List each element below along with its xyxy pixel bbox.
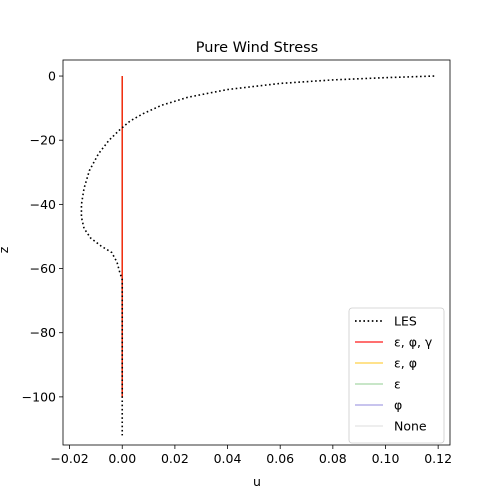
legend-label-5: None <box>394 419 427 434</box>
y-axis-label: z <box>0 246 11 253</box>
axes-frame <box>62 59 451 446</box>
legend-label-4: φ <box>394 398 402 413</box>
legend-label-0: LES <box>394 314 417 329</box>
y-tick-label-1: −20 <box>30 133 56 148</box>
x-axis-label: u <box>253 474 261 489</box>
y-tick-label-4: −80 <box>30 325 56 340</box>
y-tick-label-0: 0 <box>48 69 56 84</box>
x-tick-label-5: 0.08 <box>319 451 347 466</box>
x-tick-label-1: 0.00 <box>108 451 136 466</box>
x-tick-label-0: −0.02 <box>50 451 88 466</box>
y-tick-label-5: −100 <box>22 389 56 404</box>
x-tick-label-2: 0.02 <box>161 451 189 466</box>
y-tick-label-3: −60 <box>30 261 56 276</box>
x-tick-label-4: 0.06 <box>266 451 294 466</box>
y-tick-label-2: −40 <box>30 197 56 212</box>
x-tick-label-3: 0.04 <box>214 451 242 466</box>
legend-label-2: ε, φ <box>394 356 417 371</box>
legend-label-3: ε <box>394 377 401 392</box>
x-tick-label-6: 0.10 <box>372 451 400 466</box>
legend-label-1: ε, φ, γ <box>394 335 433 350</box>
x-tick-label-7: 0.12 <box>424 451 452 466</box>
legend: LES ε, φ, γ ε, φ εφ None <box>348 307 445 444</box>
plot-area: −0.02 0.00 0.02 0.04 0.06 0.08 0.10 0.12 0 −20 −40… <box>22 59 452 466</box>
chart-title: Pure Wind Stress <box>196 40 318 56</box>
